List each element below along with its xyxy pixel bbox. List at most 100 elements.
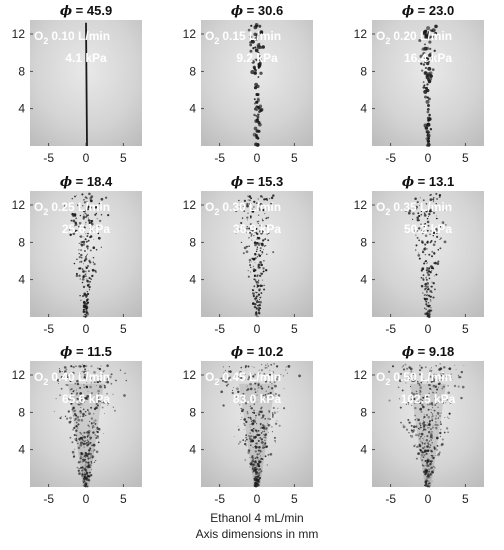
droplet	[79, 278, 81, 280]
droplet	[260, 461, 263, 463]
droplet	[255, 299, 256, 301]
droplet	[266, 199, 268, 201]
droplet	[424, 95, 427, 99]
droplet	[91, 425, 95, 428]
droplet	[428, 253, 431, 256]
droplet	[253, 464, 255, 466]
droplet	[459, 375, 462, 379]
droplet	[85, 221, 87, 223]
droplet	[432, 424, 434, 426]
droplet	[420, 277, 423, 279]
droplet	[248, 435, 251, 438]
o2-flow-label: O2 0.25 L/min	[34, 200, 110, 217]
droplet	[75, 434, 78, 437]
droplet	[446, 398, 449, 401]
droplet	[423, 454, 425, 456]
droplet	[436, 233, 437, 235]
y-tick-label: 4	[18, 443, 25, 457]
droplet	[92, 427, 94, 429]
droplet	[256, 299, 259, 302]
droplet	[417, 452, 420, 455]
droplet	[246, 226, 248, 228]
droplet	[438, 451, 441, 454]
droplet	[93, 381, 96, 384]
droplet	[253, 66, 256, 70]
droplet	[440, 443, 443, 447]
phi-symbol: ϕ	[231, 175, 243, 190]
droplet	[81, 461, 84, 463]
droplet	[434, 24, 438, 29]
droplet	[425, 75, 430, 80]
pressure-label: 65.6 kPa	[62, 392, 110, 406]
droplet	[89, 377, 93, 380]
droplet	[423, 443, 425, 445]
y-tick-label: 4	[189, 102, 196, 116]
droplet	[92, 425, 94, 427]
droplet	[429, 369, 432, 373]
droplet	[260, 427, 262, 429]
droplet	[269, 369, 271, 371]
droplet	[421, 442, 424, 445]
droplet	[428, 482, 431, 485]
o2-symbol: O	[205, 370, 214, 384]
droplet	[74, 365, 76, 367]
droplet	[65, 368, 68, 371]
phi-symbol: ϕ	[231, 4, 243, 19]
droplet	[263, 436, 265, 438]
droplet	[263, 427, 266, 431]
droplet	[94, 419, 97, 422]
droplet	[407, 401, 410, 404]
droplet	[254, 470, 258, 474]
droplet	[256, 246, 259, 248]
droplet	[429, 473, 432, 476]
droplet	[83, 440, 86, 443]
phi-value: = 30.6	[243, 3, 283, 18]
droplet	[249, 231, 252, 234]
droplet	[257, 243, 261, 247]
y-tick-label: 12	[12, 368, 26, 382]
droplet	[81, 363, 83, 365]
droplet	[426, 476, 428, 477]
droplet	[428, 484, 431, 487]
droplet	[267, 423, 271, 427]
droplet	[420, 435, 422, 438]
droplet	[428, 35, 432, 39]
droplet	[77, 446, 81, 450]
droplet	[426, 439, 428, 441]
droplet	[424, 213, 426, 215]
droplet	[87, 457, 89, 459]
droplet	[257, 480, 260, 483]
droplet	[255, 280, 257, 282]
droplet	[422, 81, 425, 84]
droplet	[274, 440, 276, 442]
droplet	[257, 474, 260, 477]
droplet	[420, 381, 423, 384]
droplet	[96, 428, 99, 430]
droplet	[98, 380, 102, 383]
droplet	[253, 274, 256, 277]
droplet	[431, 457, 433, 459]
y-tick-label: 8	[360, 405, 367, 419]
droplet	[95, 403, 98, 406]
panel-title-phi: ϕ = 13.1	[402, 174, 454, 190]
droplet	[417, 254, 421, 257]
droplet	[432, 196, 435, 199]
droplet	[90, 461, 92, 463]
droplet	[429, 462, 431, 465]
droplet	[274, 384, 277, 388]
droplet	[90, 450, 92, 452]
droplet	[424, 126, 429, 130]
droplet	[426, 26, 431, 31]
droplet	[432, 200, 434, 202]
droplet	[86, 436, 89, 438]
droplet	[85, 465, 88, 468]
panel-title-phi: ϕ = 18.4	[60, 174, 113, 190]
droplet	[422, 424, 426, 427]
droplet	[266, 423, 268, 425]
droplet	[431, 419, 433, 422]
droplet	[87, 270, 90, 273]
droplet	[85, 296, 87, 298]
